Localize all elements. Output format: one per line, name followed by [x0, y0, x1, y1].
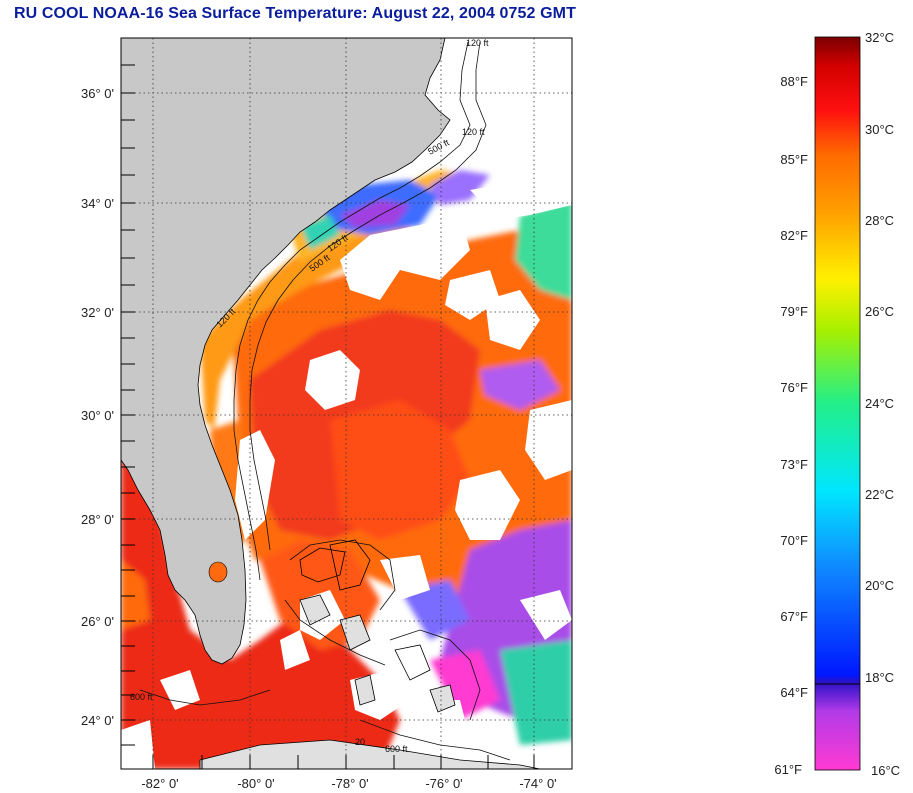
- fahrenheit-labels: 88°F 85°F 82°F 79°F 76°F 73°F 70°F 67°F …: [774, 74, 808, 777]
- land-mass: [121, 38, 451, 665]
- fahrenheit-label: 79°F: [780, 304, 808, 319]
- celsius-label: 16°C: [871, 763, 900, 778]
- lon-label: -74° 0': [519, 776, 556, 791]
- bathymetry-contours: [139, 41, 511, 761]
- contour-label: 600 ft: [385, 744, 408, 754]
- fahrenheit-label: 64°F: [780, 685, 808, 700]
- bottom-axis-ticks: [152, 755, 535, 769]
- celsius-label: 28°C: [865, 213, 894, 228]
- fahrenheit-label: 67°F: [780, 609, 808, 624]
- celsius-label: 22°C: [865, 487, 894, 502]
- contour-label: 20: [355, 737, 365, 747]
- lon-label: -80° 0': [237, 776, 274, 791]
- celsius-label: 30°C: [865, 122, 894, 137]
- longitude-labels: -82° 0' -80° 0' -78° 0' -76° 0' -74° 0': [141, 776, 556, 791]
- fahrenheit-label: 61°F: [774, 762, 802, 777]
- celsius-label: 20°C: [865, 578, 894, 593]
- lat-label: 28° 0': [81, 512, 114, 527]
- celsius-labels: 32°C 30°C 28°C 26°C 24°C 22°C 20°C 18°C …: [865, 30, 900, 778]
- contour-label: 120 ft: [466, 38, 489, 48]
- lat-label: 30° 0': [81, 408, 114, 423]
- lat-label: 34° 0': [81, 196, 114, 211]
- celsius-label: 24°C: [865, 396, 894, 411]
- map-panel: 120 ft 120 ft 500 ft 120 ft 500 ft 120 f…: [81, 37, 573, 791]
- lake-feature: [208, 561, 228, 583]
- lat-label: 24° 0': [81, 713, 114, 728]
- graticule: [121, 38, 572, 769]
- fahrenheit-label: 82°F: [780, 228, 808, 243]
- contour-label: 120 ft: [462, 127, 485, 137]
- lat-label: 26° 0': [81, 614, 114, 629]
- page-title: RU COOL NOAA-16 Sea Surface Temperature:…: [14, 5, 576, 22]
- lon-label: -76° 0': [425, 776, 462, 791]
- fahrenheit-label: 70°F: [780, 533, 808, 548]
- lon-label: -78° 0': [331, 776, 368, 791]
- left-axis-ticks: [121, 64, 135, 746]
- island-outlines: [199, 539, 541, 769]
- celsius-label: 26°C: [865, 304, 894, 319]
- celsius-label: 18°C: [865, 670, 894, 685]
- lat-label: 36° 0': [81, 86, 114, 101]
- lon-label: -82° 0': [141, 776, 178, 791]
- colorbar: 88°F 85°F 82°F 79°F 76°F 73°F 70°F 67°F …: [774, 30, 900, 778]
- fahrenheit-label: 85°F: [780, 152, 808, 167]
- cloud-mask: [121, 50, 572, 769]
- fahrenheit-label: 88°F: [780, 74, 808, 89]
- colorbar-gradient: [814, 36, 861, 771]
- fahrenheit-label: 73°F: [780, 457, 808, 472]
- lat-label: 32° 0': [81, 305, 114, 320]
- latitude-labels: 36° 0' 34° 0' 32° 0' 30° 0' 28° 0' 26° 0…: [81, 86, 114, 728]
- contour-label: 600 ft: [130, 692, 153, 702]
- fahrenheit-label: 76°F: [780, 380, 808, 395]
- celsius-label: 32°C: [865, 30, 894, 45]
